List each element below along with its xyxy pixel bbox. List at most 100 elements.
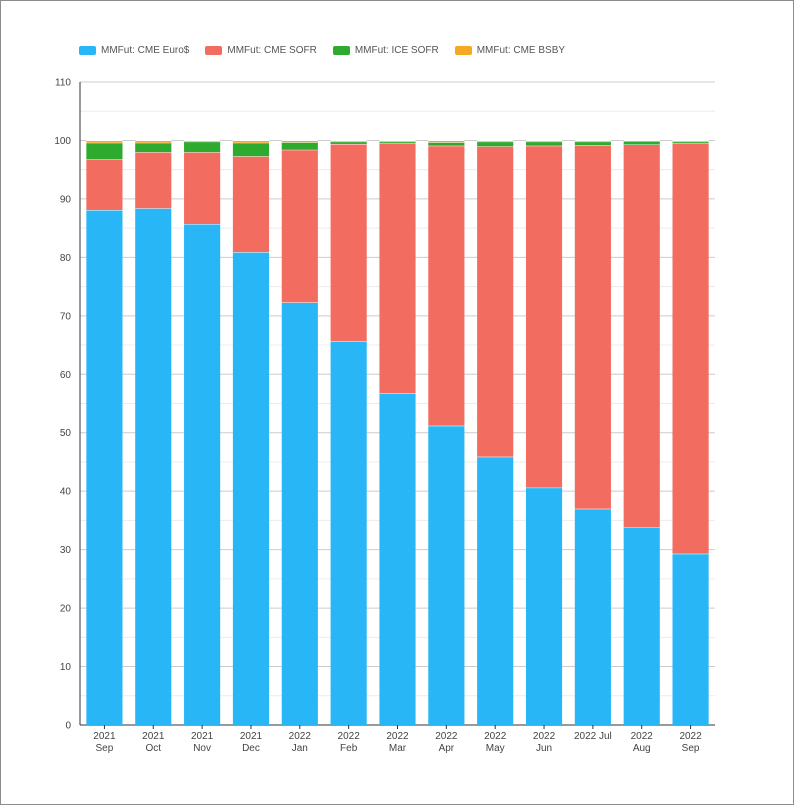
y-tick-label: 80 bbox=[60, 253, 72, 264]
y-tick-label: 50 bbox=[60, 428, 72, 439]
bar-segment-mmfut-cme-euro[interactable] bbox=[623, 527, 660, 725]
bar-segment-mmfut-ice-sofr[interactable] bbox=[184, 141, 221, 153]
x-tick-label: Nov bbox=[193, 743, 211, 754]
x-tick-label: 2021 bbox=[191, 731, 214, 742]
bar-segment-mmfut-ice-sofr[interactable] bbox=[623, 141, 660, 145]
bar-segment-mmfut-cme-bsby[interactable] bbox=[672, 140, 709, 142]
bar-segment-mmfut-cme-euro[interactable] bbox=[672, 553, 709, 725]
y-tick-label: 0 bbox=[65, 721, 71, 732]
bar-segment-mmfut-cme-euro[interactable] bbox=[379, 392, 416, 725]
bar-segment-mmfut-ice-sofr[interactable] bbox=[428, 142, 465, 146]
bar-segment-mmfut-cme-euro[interactable] bbox=[525, 487, 563, 725]
x-tick-label: Apr bbox=[439, 743, 455, 754]
bar-segment-mmfut-cme-bsby[interactable] bbox=[232, 140, 270, 143]
x-tick-label: 2022 bbox=[289, 731, 312, 742]
x-tick-label: 2022 bbox=[533, 731, 556, 742]
x-tick-label: Sep bbox=[96, 743, 114, 754]
x-tick-label: Jan bbox=[292, 743, 308, 754]
bar-segment-mmfut-cme-sofr[interactable] bbox=[525, 145, 563, 488]
bar-segment-mmfut-cme-euro[interactable] bbox=[330, 340, 367, 725]
bar-segment-mmfut-cme-sofr[interactable] bbox=[379, 143, 416, 393]
x-tick-label: May bbox=[486, 743, 505, 754]
legend-item[interactable]: MMFut: ICE SOFR bbox=[332, 45, 439, 56]
bar-segment-mmfut-cme-bsby[interactable] bbox=[184, 140, 221, 142]
bar-segment-mmfut-cme-sofr[interactable] bbox=[672, 143, 709, 554]
bar-segment-mmfut-ice-sofr[interactable] bbox=[574, 141, 611, 146]
bar-segment-mmfut-cme-euro[interactable] bbox=[135, 208, 172, 725]
bar-segment-mmfut-cme-sofr[interactable] bbox=[574, 145, 611, 509]
bar-segment-mmfut-ice-sofr[interactable] bbox=[672, 141, 709, 144]
x-tick-label: Feb bbox=[340, 743, 358, 754]
bar-segment-mmfut-ice-sofr[interactable] bbox=[135, 142, 172, 153]
bar-segment-mmfut-cme-sofr[interactable] bbox=[232, 156, 270, 253]
legend-swatch bbox=[205, 46, 223, 55]
legend-item[interactable]: MMFut: CME BSBY bbox=[454, 45, 566, 56]
bar-segment-mmfut-cme-sofr[interactable] bbox=[330, 143, 367, 341]
bar-segment-mmfut-ice-sofr[interactable] bbox=[281, 142, 318, 150]
x-tick-label: 2022 bbox=[631, 731, 654, 742]
bar-segment-mmfut-cme-bsby[interactable] bbox=[281, 140, 318, 143]
bar-segment-mmfut-cme-bsby[interactable] bbox=[477, 140, 514, 142]
legend-label: MMFut: CME Euro$ bbox=[101, 45, 190, 56]
x-tick-label: 2022 Jul bbox=[574, 731, 612, 742]
y-tick-label: 70 bbox=[60, 311, 72, 322]
bar-segment-mmfut-ice-sofr[interactable] bbox=[379, 141, 416, 144]
y-tick-label: 100 bbox=[54, 136, 71, 147]
legend-swatch bbox=[332, 46, 350, 55]
x-tick-label: 2022 bbox=[435, 731, 458, 742]
bar-segment-mmfut-cme-bsby[interactable] bbox=[330, 140, 367, 142]
y-tick-label: 60 bbox=[60, 370, 72, 381]
bar-segment-mmfut-cme-bsby[interactable] bbox=[574, 140, 611, 142]
y-tick-label: 30 bbox=[60, 545, 72, 556]
y-tick-label: 20 bbox=[60, 604, 72, 615]
legend-swatch bbox=[454, 46, 472, 55]
bar-segment-mmfut-ice-sofr[interactable] bbox=[232, 142, 270, 157]
bar-segment-mmfut-ice-sofr[interactable] bbox=[330, 141, 367, 144]
bar-segment-mmfut-cme-bsby[interactable] bbox=[379, 140, 416, 142]
bar-segment-mmfut-cme-euro[interactable] bbox=[232, 252, 270, 725]
bar-segment-mmfut-cme-euro[interactable] bbox=[477, 456, 514, 725]
x-tick-label: 2022 bbox=[338, 731, 361, 742]
bar-segment-mmfut-ice-sofr[interactable] bbox=[86, 142, 123, 160]
bar-segment-mmfut-cme-sofr[interactable] bbox=[135, 152, 172, 209]
bar-segment-mmfut-cme-euro[interactable] bbox=[428, 425, 465, 725]
bar-segment-mmfut-cme-euro[interactable] bbox=[86, 210, 123, 726]
y-tick-label: 90 bbox=[60, 194, 72, 205]
bar-segment-mmfut-cme-bsby[interactable] bbox=[135, 140, 172, 143]
x-tick-label: Jun bbox=[536, 743, 552, 754]
x-tick-label: 2022 bbox=[679, 731, 702, 742]
bar-segment-mmfut-ice-sofr[interactable] bbox=[477, 141, 514, 147]
bar-segment-mmfut-cme-sofr[interactable] bbox=[623, 144, 660, 528]
bar-segment-mmfut-ice-sofr[interactable] bbox=[525, 141, 563, 146]
x-tick-label: 2022 bbox=[386, 731, 409, 742]
x-tick-label: Aug bbox=[633, 743, 651, 754]
bar-segment-mmfut-cme-euro[interactable] bbox=[184, 224, 221, 725]
x-tick-label: Dec bbox=[242, 743, 260, 754]
bar-segment-mmfut-cme-euro[interactable] bbox=[281, 302, 318, 725]
chart-legend: MMFut: CME Euro$ MMFut: CME SOFR MMFut: IC… bbox=[79, 45, 581, 56]
bar-segment-mmfut-cme-sofr[interactable] bbox=[86, 159, 123, 211]
legend-label: MMFut: CME BSBY bbox=[476, 45, 566, 56]
x-tick-label: 2021 bbox=[93, 731, 116, 742]
legend-label: MMFut: CME SOFR bbox=[227, 45, 317, 56]
x-tick-label: 2022 bbox=[484, 731, 507, 742]
legend-item[interactable]: MMFut: CME Euro$ bbox=[79, 45, 189, 56]
bar-segment-mmfut-cme-sofr[interactable] bbox=[477, 146, 514, 457]
x-tick-label: Sep bbox=[682, 743, 700, 754]
y-tick-label: 110 bbox=[55, 78, 71, 89]
bar-segment-mmfut-cme-sofr[interactable] bbox=[281, 149, 318, 303]
bar-segment-mmfut-cme-bsby[interactable] bbox=[86, 140, 123, 143]
legend-swatch bbox=[79, 46, 96, 55]
bar-segment-mmfut-cme-bsby[interactable] bbox=[525, 140, 563, 142]
bar-segment-mmfut-cme-sofr[interactable] bbox=[184, 152, 221, 225]
bar-segment-mmfut-cme-bsby[interactable] bbox=[428, 140, 465, 143]
legend-label: MMFut: ICE SOFR bbox=[354, 45, 439, 56]
bar-segment-mmfut-cme-euro[interactable] bbox=[574, 508, 611, 725]
legend-item[interactable]: MMFut: CME SOFR bbox=[205, 45, 317, 56]
x-tick-label: 2021 bbox=[240, 731, 263, 742]
x-tick-label: 2021 bbox=[142, 731, 165, 742]
bar-segment-mmfut-cme-sofr[interactable] bbox=[428, 145, 465, 426]
y-tick-label: 10 bbox=[60, 662, 72, 673]
